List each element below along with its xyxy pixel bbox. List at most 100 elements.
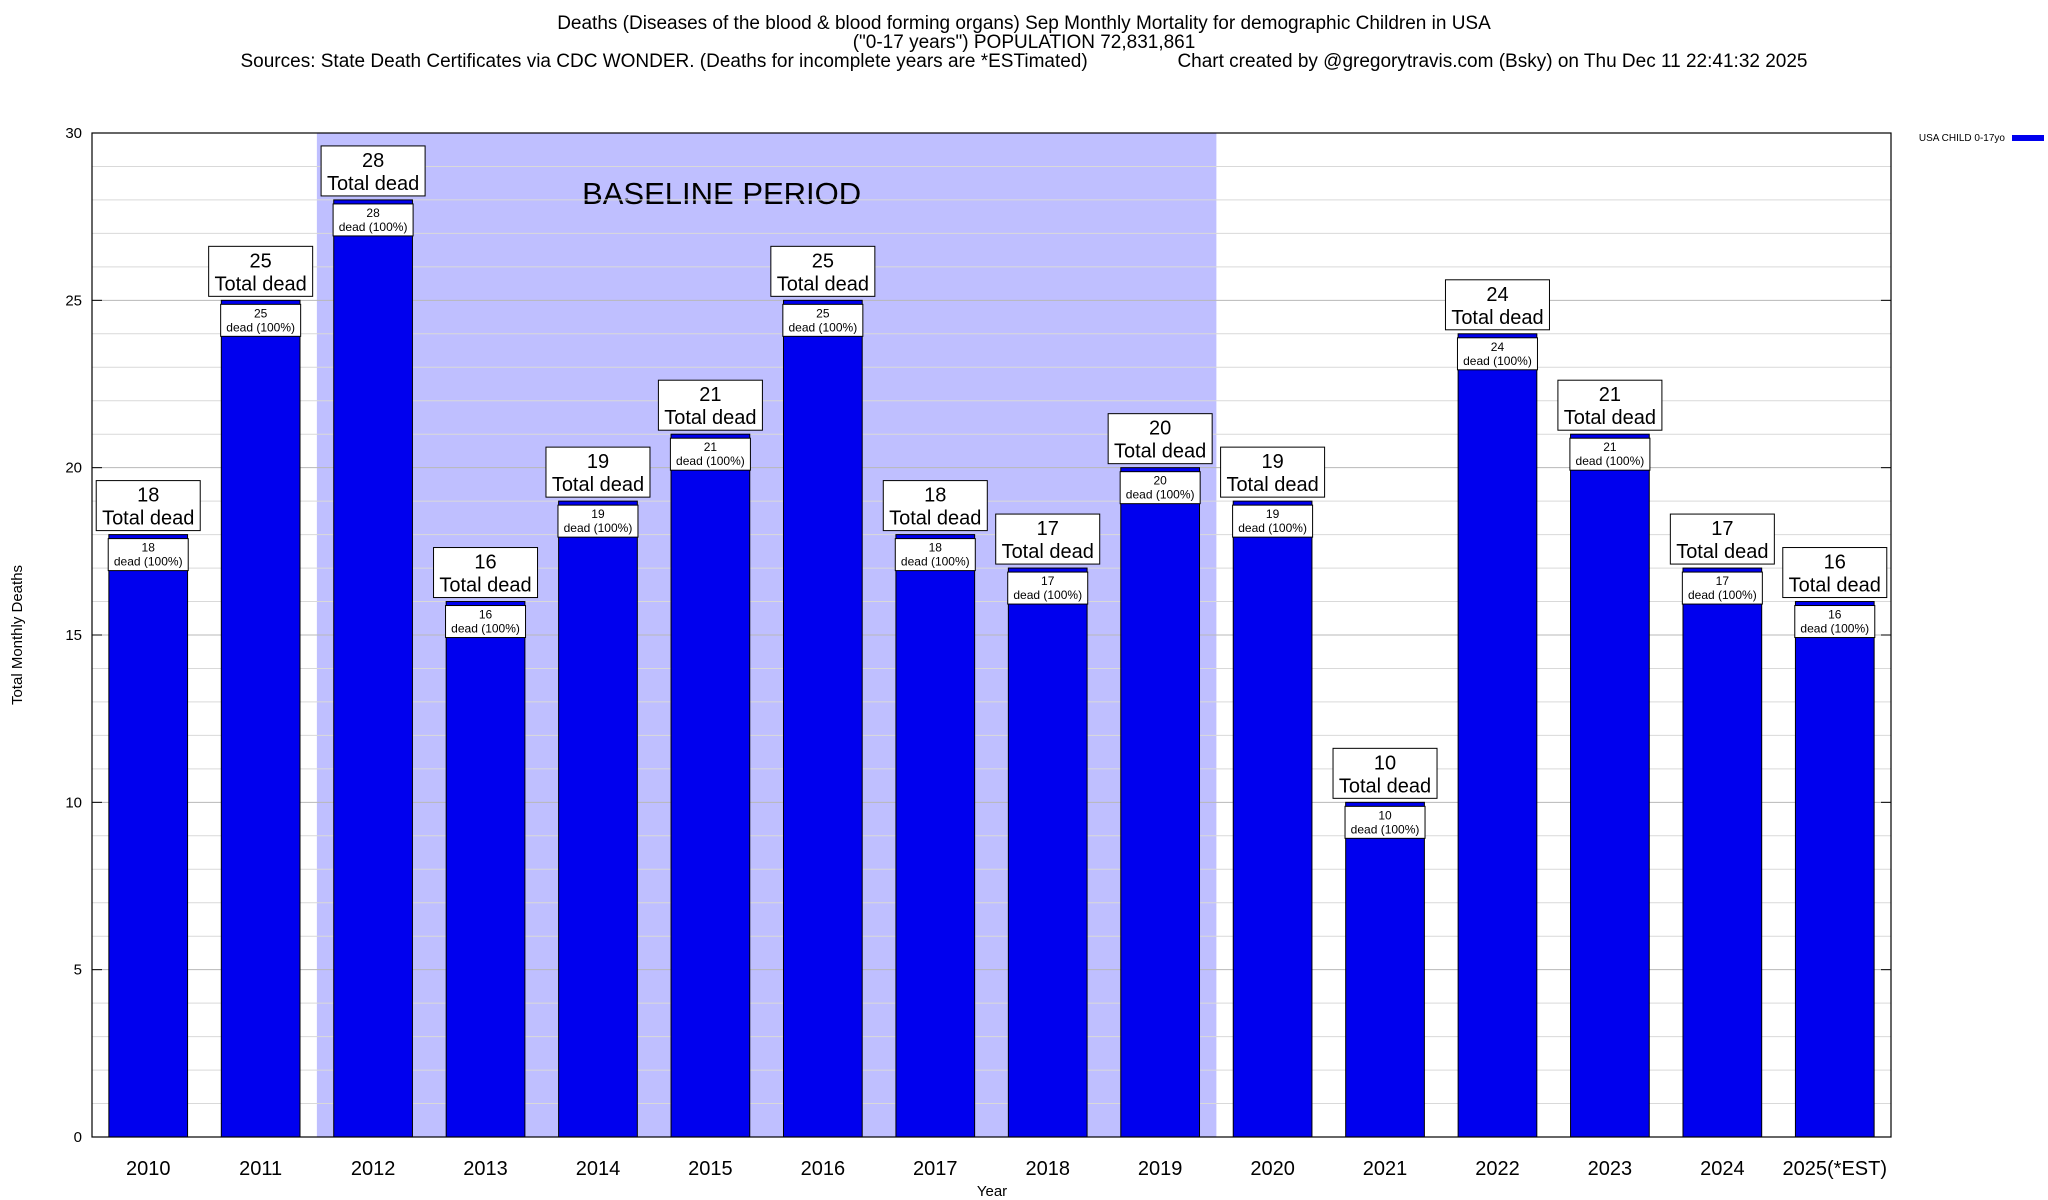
bar-total-label-box [545,446,651,498]
legend-label: USA CHILD 0-17yo [1919,133,2006,144]
bar-inner-percent-label: dead (100%) [1688,588,1757,602]
bar [782,299,863,1138]
bar-total-text-label: Total dead [664,407,756,429]
bar-total-value-label: 21 [1599,384,1621,406]
x-tick-label: 2018 [1025,1158,1070,1180]
bar-total-value-label: 21 [699,384,721,406]
x-tick-label: 2013 [463,1158,508,1180]
bar-total-text-label: Total dead [1114,441,1206,463]
bar-total-text-label: Total dead [1339,775,1431,797]
bar-inner-label-box [1007,571,1089,605]
bar-inner-value-label: 21 [704,440,718,454]
bar-inner-percent-label: dead (100%) [1126,488,1195,502]
bar-total-text-label: Total dead [1564,407,1656,429]
chart-title-line-1: Deaths (Diseases of the blood & blood fo… [557,13,1491,34]
bar-total-text-label: Total dead [1002,541,1094,563]
bar-total-value-label: 17 [1711,518,1733,540]
bar-inner-value-label: 16 [1828,608,1842,622]
bar-inner-label-box [894,538,976,572]
bar-total-text-label: Total dead [215,273,307,295]
bar [558,500,638,1138]
bar-inner-percent-label: dead (100%) [226,320,295,334]
x-tick-label: 2020 [1250,1158,1295,1180]
bar-inner-label-box [1456,337,1538,371]
bar-inner-value-label: 17 [1716,574,1730,588]
bar-total-label-box [1444,279,1550,331]
bar-inner-percent-label: dead (100%) [1463,354,1532,368]
x-tick-label: 2024 [1700,1158,1745,1180]
y-tick-label: 10 [65,794,82,811]
x-tick-label: 2015 [688,1158,733,1180]
bar-inner-percent-label: dead (100%) [788,320,857,334]
bar-inner-percent-label: dead (100%) [1013,588,1082,602]
x-tick-label: 2016 [801,1158,846,1180]
bar-inner-label-box [220,303,302,337]
chart-title: Deaths (Diseases of the blood & blood fo… [0,14,2048,71]
bar-inner-value-label: 25 [254,306,268,320]
bar-total-value-label: 19 [1261,451,1283,473]
bar-total-text-label: Total dead [1451,307,1543,329]
bar-total-text-label: Total dead [327,173,419,195]
bar-inner-value-label: 28 [366,206,380,220]
bar-total-label-box [770,245,876,297]
y-tick-label: 0 [74,1129,82,1146]
bar-total-label-box [1782,547,1888,599]
bar-total-label-box [320,145,426,197]
bar-total-label-box [95,480,201,532]
bar-total-label-box [1669,513,1775,565]
x-tick-label: 2017 [913,1158,958,1180]
bar-inner-percent-label: dead (100%) [1351,822,1420,836]
bar [895,534,976,1138]
x-tick-label: 2021 [1363,1158,1408,1180]
bar-total-text-label: Total dead [889,508,981,530]
x-tick-label: 2025(*EST) [1783,1158,1888,1180]
bar-inner-value-label: 20 [1153,474,1167,488]
bar-total-text-label: Total dead [439,575,531,597]
bar [1232,500,1313,1138]
x-tick-label: 2011 [239,1158,282,1180]
bar [1345,801,1425,1138]
x-tick-label: 2019 [1138,1158,1183,1180]
bar-inner-percent-label: dead (100%) [564,521,633,535]
x-axis-label: Year [977,1183,1007,1200]
bar-total-label-box [433,547,539,599]
bar-inner-percent-label: dead (100%) [339,220,408,234]
x-tick-label: 2022 [1475,1158,1520,1180]
bar-total-value-label: 10 [1374,752,1396,774]
bar-inner-label-box [1794,605,1876,639]
x-tick-label: 2012 [351,1158,396,1180]
bar-total-text-label: Total dead [552,474,644,496]
bar-inner-value-label: 19 [591,507,605,521]
bar [1457,333,1538,1138]
bar [333,199,413,1138]
bar-inner-label-box [107,538,189,572]
bar-inner-percent-label: dead (100%) [1576,454,1645,468]
bar-total-label-box [1557,379,1663,431]
bar-inner-label-box [1344,805,1426,839]
bar-inner-value-label: 24 [1491,340,1505,354]
bar-total-label-box [208,245,314,297]
bar-inner-label-box [1569,437,1651,471]
bar-total-value-label: 18 [924,485,946,507]
bar-total-text-label: Total dead [1226,474,1318,496]
bar-total-value-label: 16 [474,552,496,574]
bar [1682,567,1763,1138]
y-tick-label: 30 [65,125,82,142]
bar-inner-label-box [445,605,527,639]
bar-total-value-label: 25 [812,250,834,272]
bar [670,433,751,1138]
bar-inner-value-label: 16 [479,608,493,622]
plot-frame [91,132,1892,1138]
bar-inner-value-label: 25 [816,306,830,320]
x-tick-label: 2014 [576,1158,621,1180]
x-tick-label: 2010 [126,1158,171,1180]
bar-inner-percent-label: dead (100%) [1238,521,1307,535]
bar [1794,601,1875,1138]
bar-total-text-label: Total dead [777,273,869,295]
bar-inner-label-box [782,303,864,337]
bar-inner-percent-label: dead (100%) [114,555,183,569]
bar-inner-percent-label: dead (100%) [901,555,970,569]
bar-total-value-label: 19 [587,451,609,473]
bar-total-text-label: Total dead [1789,575,1881,597]
